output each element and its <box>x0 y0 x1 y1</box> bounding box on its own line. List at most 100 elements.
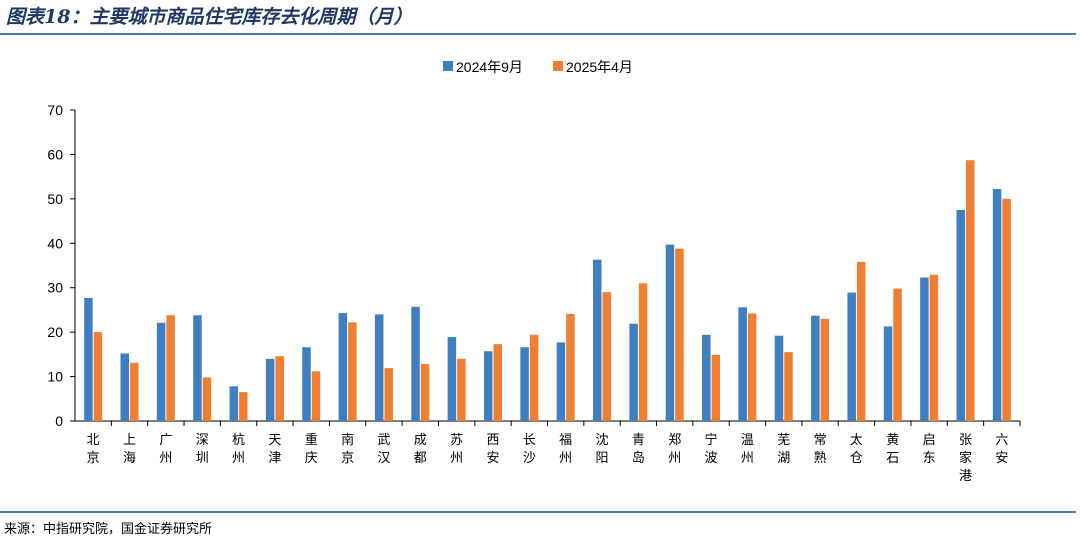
x-category-label: 西安 <box>486 433 499 466</box>
bar-series1 <box>665 244 675 421</box>
x-category-label: 太仓 <box>850 433 863 466</box>
x-axis <box>75 420 1021 426</box>
x-category-label: 长沙 <box>523 433 536 466</box>
bar-series1 <box>811 315 820 421</box>
x-category-label: 张家港 <box>959 433 972 484</box>
bar-series2 <box>420 364 430 421</box>
bar-series1 <box>629 323 638 421</box>
bar-series2 <box>311 371 321 421</box>
bar-series2 <box>529 334 539 421</box>
legend-label-series1: 2024年9月 <box>456 59 523 75</box>
legend-swatch-series2 <box>553 61 563 71</box>
bar-series1 <box>774 335 784 421</box>
x-category-label: 郑州 <box>668 433 681 466</box>
bar-series2 <box>747 313 757 421</box>
bar-series1 <box>847 292 856 421</box>
bar-series1 <box>120 353 130 421</box>
y-tick-label: 70 <box>47 102 63 118</box>
y-tick-label: 20 <box>47 324 63 340</box>
x-category-label: 沈阳 <box>596 433 609 466</box>
bar-series1 <box>992 189 1002 421</box>
bar-series2 <box>275 356 284 421</box>
legend: 2024年9月 2025年4月 <box>443 59 633 75</box>
bar-series2 <box>566 313 575 421</box>
bar-series2 <box>239 392 248 421</box>
bar-series2 <box>929 274 939 421</box>
bar-series1 <box>447 337 457 421</box>
x-category-label: 北京 <box>87 433 100 466</box>
bar-series2 <box>384 368 393 421</box>
y-tick-label: 10 <box>47 369 63 385</box>
x-category-label: 福州 <box>559 433 572 466</box>
bar-series2 <box>1002 198 1011 421</box>
title-rule <box>0 33 1076 35</box>
bar-series1 <box>883 326 893 421</box>
bars <box>84 160 1011 421</box>
legend-label-series2: 2025年4月 <box>566 59 633 75</box>
bar-series2 <box>784 352 793 421</box>
bar-series1 <box>374 314 384 421</box>
bar-series2 <box>493 344 502 421</box>
x-category-label: 杭州 <box>232 433 245 466</box>
bar-series2 <box>348 322 357 421</box>
bar-series1 <box>738 307 747 421</box>
bar-series1 <box>411 306 420 421</box>
x-category-label: 南京 <box>341 432 354 466</box>
bar-series1 <box>338 313 348 421</box>
bar-series2 <box>965 160 975 421</box>
bar-series1 <box>702 334 711 421</box>
legend-swatch-series1 <box>443 61 453 71</box>
bar-series2 <box>638 283 648 421</box>
bar-series2 <box>856 261 866 421</box>
bar-series1 <box>156 322 166 421</box>
bar-series1 <box>229 386 239 421</box>
bar-series1 <box>483 351 493 421</box>
bar-series1 <box>593 259 602 421</box>
source-rule <box>0 511 1076 513</box>
bar-series1 <box>84 297 93 421</box>
source-note: 来源：中指研究院，国金证券研究所 <box>4 522 213 537</box>
bar-series1 <box>920 277 929 421</box>
bar-series1 <box>193 315 202 421</box>
bar-series2 <box>711 354 721 421</box>
bar-series2 <box>893 288 902 421</box>
bar-series1 <box>556 342 566 421</box>
x-category-label: 六安 <box>995 433 1008 466</box>
bar-series2 <box>820 318 830 421</box>
bar-series2 <box>130 362 139 421</box>
bar-series2 <box>202 377 212 421</box>
bar-series2 <box>457 358 466 421</box>
y-tick-label: 60 <box>47 146 63 162</box>
bar-series1 <box>302 347 311 421</box>
category-labels: 北京上海广州深圳杭州天津重庆南京武汉成都苏州西安长沙福州沈阳青岛郑州宁波温州芜湖… <box>87 432 1009 484</box>
x-category-label: 成都 <box>414 433 427 466</box>
y-axis: 0 10 20 30 40 50 60 70 <box>47 102 76 429</box>
x-category-label: 天津 <box>268 433 281 466</box>
x-category-label: 重庆 <box>305 432 318 466</box>
bar-series2 <box>93 332 103 421</box>
x-category-label: 启东 <box>923 433 936 466</box>
y-tick-label: 30 <box>47 280 63 296</box>
y-tick-label: 0 <box>55 413 63 429</box>
bar-series1 <box>265 358 275 421</box>
bar-series2 <box>602 292 612 421</box>
bar-series2 <box>675 248 684 421</box>
bar-series1 <box>956 209 965 421</box>
x-category-label: 广州 <box>159 433 172 466</box>
x-category-label: 深圳 <box>196 433 209 466</box>
x-category-label: 上海 <box>123 433 136 466</box>
y-tick-label: 40 <box>47 235 63 251</box>
x-category-label: 青岛 <box>632 433 645 466</box>
x-category-label: 苏州 <box>450 432 463 466</box>
chart-title: 图表18：主要城市商品住宅库存去化周期（月） <box>6 6 413 28</box>
x-category-label: 武汉 <box>377 433 390 466</box>
x-category-label: 常熟 <box>814 433 827 466</box>
x-category-label: 芜湖 <box>777 433 790 466</box>
x-category-label: 温州 <box>741 433 754 466</box>
x-category-label: 宁波 <box>705 432 718 466</box>
bar-series1 <box>520 347 529 421</box>
x-category-label: 黄石 <box>886 433 899 466</box>
y-tick-label: 50 <box>47 191 63 207</box>
bar-series2 <box>166 315 175 421</box>
